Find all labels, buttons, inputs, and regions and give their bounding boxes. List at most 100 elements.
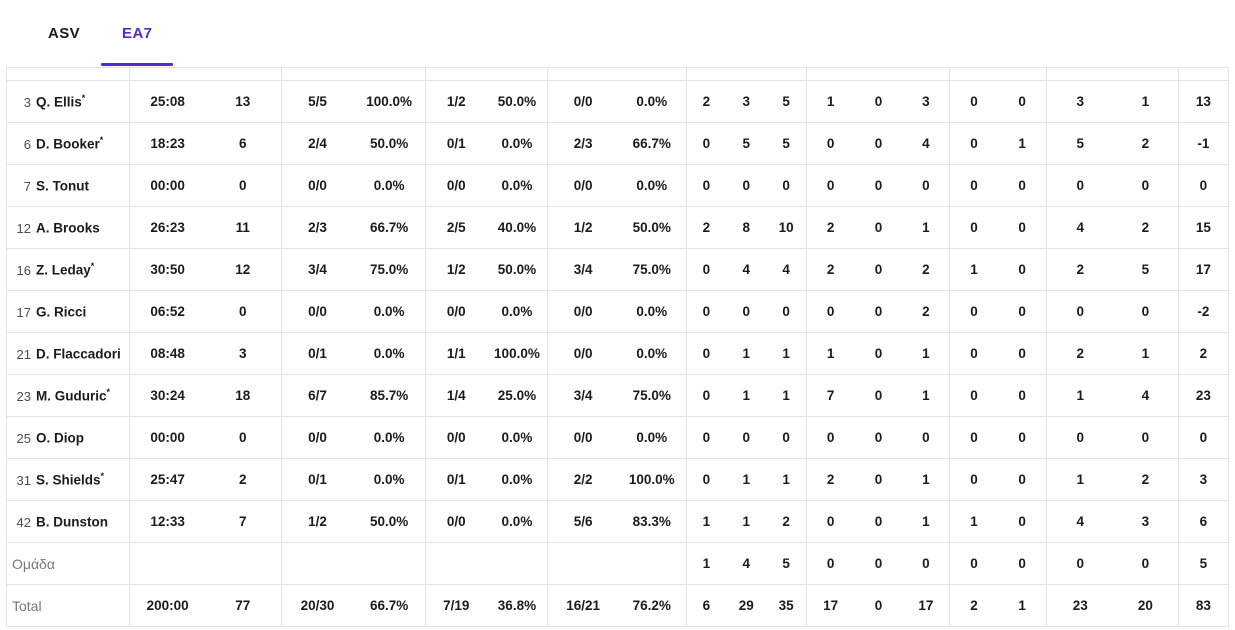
cell-2pt-pct: 66.7% [353, 206, 426, 249]
cell-assists: 0 [806, 290, 855, 333]
tab-ea7[interactable]: EA7 [101, 0, 174, 67]
cell-def-reb: 1 [726, 500, 767, 543]
player-name: S. Tonut [36, 178, 89, 194]
cell-assists: 1 [806, 332, 855, 375]
cell-ft-pct: 83.3% [617, 500, 687, 543]
starter-asterisk: * [100, 471, 105, 482]
cell-2pt-made-att: 1/2 [281, 500, 354, 543]
cell-points: 12 [204, 248, 282, 291]
player-name: Z. Leday [36, 262, 91, 278]
cell-off-reb: 1 [686, 542, 727, 585]
table-row: 21 D. Flaccadori 08:48 3 0/1 0.0% 1/1 100.0% 0/… [6, 332, 1229, 375]
cell-def-reb: 0 [726, 290, 767, 333]
cell-blocks-against: 0 [997, 332, 1048, 375]
player-name: O. Diop [36, 430, 84, 446]
box-score-table: 3 Q. Ellis* 25:08 13 5/5 100.0% 1/2 50.0% 0/0 0.… [6, 67, 1229, 627]
jersey-number: 16 [16, 262, 31, 278]
cell-fouls-drawn: 1 [1113, 332, 1179, 375]
player-name: S. Shields [36, 472, 101, 488]
cell-steals: 0 [854, 164, 903, 207]
cell-off-reb: 1 [686, 500, 727, 543]
team-row-label: Ομάδα [6, 542, 131, 585]
cell-blocks-for: 2 [949, 584, 998, 627]
cell-minutes: 200:00 [129, 584, 205, 627]
cell-fouls-committed: 2 [1046, 248, 1114, 291]
cell-fouls-committed: 1 [1046, 374, 1114, 417]
jersey-number: 6 [23, 136, 31, 152]
cell-pir: 83 [1178, 584, 1229, 627]
cell-minutes: 12:33 [129, 500, 205, 543]
cell-turnovers: 1 [902, 500, 951, 543]
cell-steals: 0 [854, 374, 903, 417]
cell-ft-made-att: 0/0 [547, 80, 618, 123]
cell-blocks-for: 0 [949, 332, 998, 375]
cell-off-reb: 0 [686, 374, 727, 417]
cell-fouls-drawn: 2 [1113, 122, 1179, 165]
player-name-cell: 17 G. Ricci [6, 290, 131, 333]
player-name-cell: 16 Z. Leday* [6, 248, 131, 291]
cell-total-reb: 5 [766, 80, 807, 123]
cell-fouls-committed: 23 [1046, 584, 1114, 627]
cell-total-reb: 5 [766, 542, 807, 585]
cell-turnovers: 0 [902, 164, 951, 207]
cell-2pt-made-att: 6/7 [281, 374, 354, 417]
cell-3pt-pct: 40.0% [486, 206, 549, 249]
cell-ft-pct: 0.0% [617, 290, 687, 333]
table-row: 12 A. Brooks 26:23 11 2/3 66.7% 2/5 40.0% 1/2 50… [6, 206, 1229, 249]
cell-blocks-against: 0 [997, 206, 1048, 249]
cell-points: 7 [204, 500, 282, 543]
table-row: 25 O. Diop 00:00 0 0/0 0.0% 0/0 0.0% 0/0 0.0% 0 0 0… [6, 416, 1229, 459]
cell-2pt-made-att: 2/4 [281, 122, 354, 165]
cell-assists: 1 [806, 80, 855, 123]
cell-turnovers: 1 [902, 374, 951, 417]
total-row-label: Total [6, 584, 131, 627]
player-name-cell: 21 D. Flaccadori [6, 332, 131, 375]
cell-steals: 0 [854, 206, 903, 249]
tab-asv[interactable]: ASV [27, 0, 101, 67]
cell-points: 3 [204, 332, 282, 375]
cell-steals: 0 [854, 122, 903, 165]
cell-3pt-pct: 0.0% [486, 290, 549, 333]
cell-fouls-committed: 0 [1046, 290, 1114, 333]
cell-def-reb: 3 [726, 80, 767, 123]
cell-blocks-for: 0 [949, 290, 998, 333]
cell-off-reb: 0 [686, 164, 727, 207]
cell-ft-pct: 0.0% [617, 416, 687, 459]
cell-total-reb: 35 [766, 584, 807, 627]
starter-asterisk: * [106, 387, 111, 398]
cell-blocks-for: 0 [949, 458, 998, 501]
cell-blocks-for: 0 [949, 416, 998, 459]
cell-off-reb: 0 [686, 458, 727, 501]
cell-ft-made-att: 1/2 [547, 206, 618, 249]
cell-3pt-pct: 0.0% [486, 500, 549, 543]
cell-assists: 2 [806, 206, 855, 249]
total-row: Total 200:00 77 20/30 66.7% 7/19 36.8% 16/21 76.… [6, 584, 1229, 627]
cell-fouls-drawn: 3 [1113, 500, 1179, 543]
cell-blocks-for: 0 [949, 374, 998, 417]
jersey-number: 7 [23, 178, 31, 194]
cell-def-reb: 0 [726, 416, 767, 459]
cell-ft-pct: 75.0% [617, 374, 687, 417]
cell-total-reb: 0 [766, 164, 807, 207]
cell-total-reb: 1 [766, 374, 807, 417]
cell-ft-pct [617, 542, 687, 585]
cell-fouls-committed: 4 [1046, 500, 1114, 543]
cell-2pt-pct [353, 542, 426, 585]
cell-ft-made-att: 0/0 [547, 290, 618, 333]
cell-points: 0 [204, 290, 282, 333]
cell-3pt-pct: 25.0% [486, 374, 549, 417]
cell-turnovers: 1 [902, 332, 951, 375]
cell-def-reb: 1 [726, 458, 767, 501]
cell-steals: 0 [854, 584, 903, 627]
cell-fouls-drawn: 2 [1113, 458, 1179, 501]
cell-ft-pct: 75.0% [617, 248, 687, 291]
cell-minutes: 25:08 [129, 80, 205, 123]
cell-pir: 2 [1178, 332, 1229, 375]
cell-turnovers: 2 [902, 290, 951, 333]
cell-blocks-for: 1 [949, 248, 998, 291]
cell-total-reb: 4 [766, 248, 807, 291]
table-row: 3 Q. Ellis* 25:08 13 5/5 100.0% 1/2 50.0% 0/0 0.… [6, 80, 1229, 123]
player-name: D. Flaccadori [36, 346, 121, 362]
cell-points: 0 [204, 164, 282, 207]
cell-def-reb: 1 [726, 374, 767, 417]
